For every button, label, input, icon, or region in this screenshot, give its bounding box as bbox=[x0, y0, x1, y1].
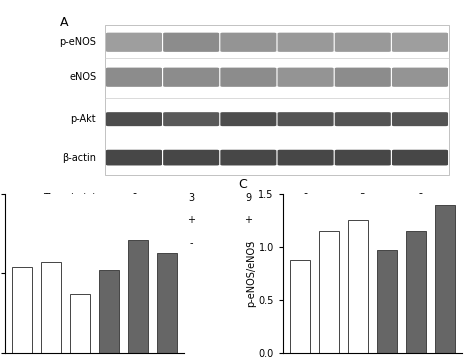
Text: eNOS: eNOS bbox=[69, 72, 96, 82]
FancyBboxPatch shape bbox=[220, 68, 276, 87]
Bar bbox=[12, 267, 32, 353]
FancyBboxPatch shape bbox=[277, 33, 333, 52]
Text: ATP: ATP bbox=[78, 215, 96, 225]
Text: 0: 0 bbox=[131, 193, 137, 203]
FancyBboxPatch shape bbox=[163, 33, 219, 52]
Bar bbox=[319, 231, 340, 353]
Bar bbox=[435, 204, 455, 353]
Bar bbox=[99, 270, 119, 353]
Text: -: - bbox=[247, 238, 250, 248]
Text: +: + bbox=[416, 215, 424, 225]
FancyBboxPatch shape bbox=[106, 150, 162, 166]
FancyBboxPatch shape bbox=[277, 68, 333, 87]
Text: p-Akt: p-Akt bbox=[71, 114, 96, 124]
Bar bbox=[156, 253, 177, 353]
Text: +: + bbox=[359, 215, 367, 225]
Text: LPS: LPS bbox=[78, 238, 96, 248]
FancyBboxPatch shape bbox=[392, 33, 448, 52]
Y-axis label: p-eNOS/eNOS: p-eNOS/eNOS bbox=[246, 240, 255, 307]
FancyBboxPatch shape bbox=[106, 68, 162, 87]
Bar bbox=[377, 250, 397, 353]
Text: +: + bbox=[416, 238, 424, 248]
Text: +: + bbox=[359, 238, 367, 248]
Text: 9: 9 bbox=[245, 193, 251, 203]
Text: -: - bbox=[304, 215, 307, 225]
Text: p-eNOS: p-eNOS bbox=[59, 37, 96, 47]
Text: 9: 9 bbox=[417, 193, 423, 203]
FancyBboxPatch shape bbox=[106, 112, 162, 126]
Bar bbox=[41, 262, 61, 353]
FancyBboxPatch shape bbox=[220, 112, 276, 126]
FancyBboxPatch shape bbox=[392, 150, 448, 166]
Text: β-actin: β-actin bbox=[62, 153, 96, 163]
FancyBboxPatch shape bbox=[335, 150, 391, 166]
FancyBboxPatch shape bbox=[335, 33, 391, 52]
FancyBboxPatch shape bbox=[335, 112, 391, 126]
Text: Time (min): Time (min) bbox=[43, 193, 96, 203]
Text: +: + bbox=[244, 215, 252, 225]
Text: A: A bbox=[60, 16, 69, 29]
FancyBboxPatch shape bbox=[277, 150, 333, 166]
Text: 3: 3 bbox=[188, 193, 194, 203]
Text: +: + bbox=[302, 238, 310, 248]
Text: -: - bbox=[190, 238, 193, 248]
Text: -: - bbox=[132, 238, 136, 248]
Bar bbox=[70, 294, 90, 353]
FancyBboxPatch shape bbox=[220, 150, 276, 166]
FancyBboxPatch shape bbox=[163, 68, 219, 87]
FancyBboxPatch shape bbox=[277, 112, 333, 126]
Text: 3: 3 bbox=[360, 193, 366, 203]
FancyBboxPatch shape bbox=[392, 68, 448, 87]
Bar bbox=[106, 25, 449, 175]
Bar bbox=[406, 231, 426, 353]
Text: -: - bbox=[132, 215, 136, 225]
FancyBboxPatch shape bbox=[163, 150, 219, 166]
Bar bbox=[127, 240, 148, 353]
FancyBboxPatch shape bbox=[335, 68, 391, 87]
Bar bbox=[348, 220, 368, 353]
FancyBboxPatch shape bbox=[392, 112, 448, 126]
FancyBboxPatch shape bbox=[106, 33, 162, 52]
Bar bbox=[290, 260, 311, 353]
FancyBboxPatch shape bbox=[220, 33, 276, 52]
Text: 0: 0 bbox=[303, 193, 309, 203]
Text: C: C bbox=[238, 178, 247, 191]
Text: +: + bbox=[187, 215, 195, 225]
FancyBboxPatch shape bbox=[163, 112, 219, 126]
